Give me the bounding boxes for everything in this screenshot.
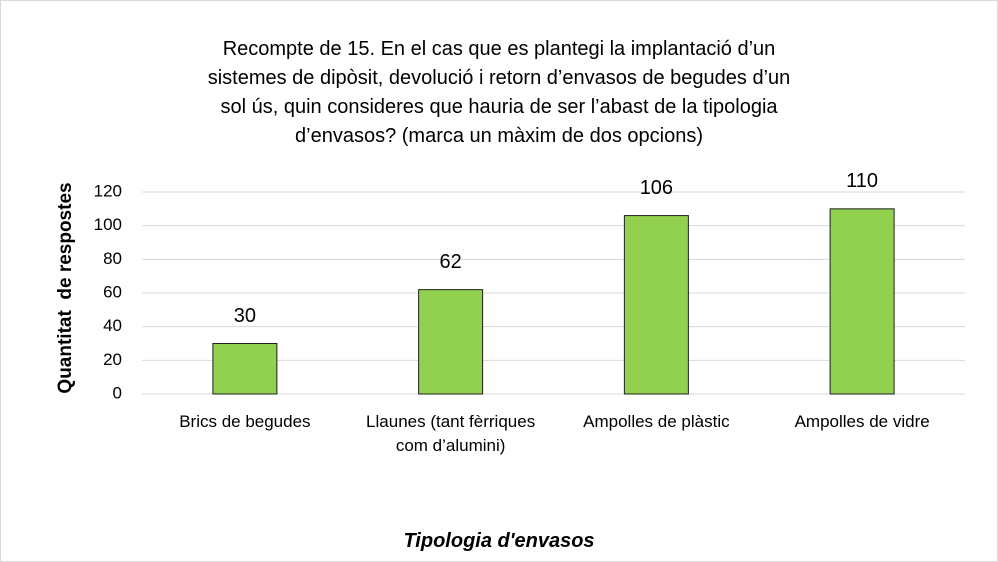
bar (829, 208, 895, 395)
data-label: 106 (640, 177, 673, 199)
y-tick-label: 100 (94, 215, 122, 234)
data-label: 62 (440, 251, 462, 273)
x-tick-label: Llaunes (tant fèrriques com d’alumini) (366, 412, 536, 455)
bar (418, 289, 484, 395)
bar (212, 343, 278, 395)
data-label: 30 (234, 305, 256, 327)
x-tick-label: Ampolles de plàstic (583, 412, 730, 431)
x-tick-label: Ampolles de vidre (794, 412, 930, 431)
y-axis-label: Quantitat de respostes (55, 182, 76, 393)
y-tick-label: 80 (103, 249, 122, 268)
chart-title: Recompte de 15. En el cas que es planteg… (207, 38, 791, 147)
x-tick-label: Brics de begudes (179, 412, 311, 431)
x-axis-label: Tipologia d'envasos (403, 530, 595, 552)
y-tick-label: 40 (103, 316, 122, 335)
bar (623, 215, 689, 395)
y-tick-label: 20 (103, 350, 122, 369)
y-tick-label: 0 (113, 383, 122, 402)
y-tick-label: 60 (103, 282, 122, 301)
y-tick-label: 120 (94, 181, 122, 200)
data-label: 110 (846, 170, 878, 192)
